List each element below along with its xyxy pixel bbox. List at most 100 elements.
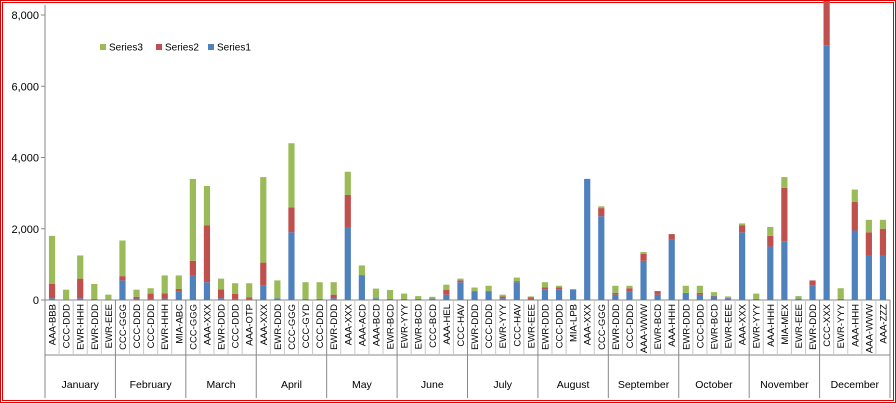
bar-series2: [879, 228, 887, 256]
bar-series3: [274, 280, 281, 299]
bar-series3: [541, 282, 549, 288]
x-tick-label: CCC-XXX: [822, 303, 833, 346]
bar-series1: [63, 299, 70, 300]
bar-series1: [626, 291, 633, 300]
bar-series2: [781, 187, 788, 242]
bar-series3: [330, 282, 337, 295]
x-tick-label: EWR-BCD: [653, 304, 664, 350]
x-tick-label: AAA-HHH: [766, 304, 777, 347]
x-tick-label: AAA-XXX: [583, 303, 594, 345]
bar-series1: [598, 216, 605, 300]
month-label: November: [760, 379, 809, 391]
bar-series3: [48, 235, 56, 284]
bar-series1: [865, 255, 872, 300]
bar-series1: [401, 298, 408, 300]
x-tick-label: MIA-MEX: [780, 303, 791, 344]
legend: Series3 Series2 Series1: [100, 43, 251, 54]
x-tick-label: EWR-YYY: [400, 303, 411, 348]
bar-series2: [499, 296, 506, 299]
bar-series2: [626, 288, 633, 292]
bar-series3: [513, 277, 520, 282]
x-tick-label: AAA-BBB: [48, 304, 59, 345]
x-tick-label: EWR-DDD: [329, 304, 340, 350]
bar-series1: [260, 285, 267, 300]
x-tick-label: EWR-EEE: [794, 304, 805, 348]
bar-series3: [217, 278, 225, 290]
bar-series3: [724, 296, 732, 298]
x-tick-label: AAA-ACD: [357, 304, 368, 346]
bar-series1: [77, 298, 84, 300]
bar-series3: [232, 283, 239, 294]
x-tick-label: CCC-GGG: [188, 304, 199, 350]
bar-series1: [288, 232, 295, 300]
x-tick-label: EWR-EEE: [104, 304, 115, 348]
bar-series3: [485, 285, 492, 292]
x-tick-label: MIA-ABC: [174, 304, 185, 344]
bar-series3: [795, 296, 802, 299]
x-tick-label: EWR-BCD: [414, 304, 425, 350]
bar-series2: [851, 202, 858, 231]
x-tick-label: EWR-DDD: [611, 304, 622, 350]
bar-series3: [175, 275, 182, 289]
bar-series3: [443, 284, 450, 291]
x-tick-label: AAA-OTP: [245, 304, 256, 346]
bar-series1: [217, 298, 225, 300]
bar-series2: [260, 262, 267, 286]
x-tick-label: EWR-YYY: [498, 303, 509, 348]
x-tick-label: CCC-DDD: [231, 304, 242, 348]
bar-series3: [429, 296, 436, 299]
bar-series2: [288, 207, 295, 233]
y-tick-label: 2,000: [11, 224, 39, 236]
x-tick-label: AAA-XXX: [738, 303, 749, 345]
bar-series3: [415, 296, 422, 299]
bar-series3: [386, 290, 394, 299]
bar-series3: [288, 143, 295, 208]
x-tick-label: EWR-DDD: [217, 304, 228, 350]
x-tick-label: CCC-DDD: [132, 304, 143, 348]
bar-series1: [302, 298, 309, 300]
bar-series3: [246, 283, 253, 298]
bar-series3: [203, 186, 211, 226]
x-tick-label: CCC-GGG: [597, 304, 608, 350]
bar-series1: [795, 298, 802, 300]
legend-label-series2: Series2: [165, 43, 199, 54]
month-label: December: [831, 379, 880, 391]
y-tick-label: 6,000: [11, 81, 39, 93]
bar-series2: [612, 292, 619, 295]
legend-label-series3: Series3: [109, 43, 143, 54]
month-label: September: [618, 379, 670, 391]
bar-series1: [753, 298, 760, 300]
bar-series1: [541, 289, 549, 300]
bar-series2: [344, 194, 351, 227]
bar-series3: [682, 285, 689, 293]
x-tick-label: EWR-HHH: [160, 304, 171, 350]
bar-series3: [612, 285, 619, 293]
bar-series3: [358, 265, 365, 276]
x-tick-label: AAA-HHH: [850, 304, 861, 347]
bar-series1: [330, 298, 337, 300]
bar-series2: [527, 297, 534, 299]
x-tick-label: CCC-DDD: [62, 304, 73, 348]
bar-series1: [119, 280, 126, 300]
bar-series3: [865, 219, 872, 233]
bar-series1: [724, 298, 732, 300]
bar-series2: [541, 287, 549, 290]
bar-series2: [513, 281, 520, 283]
bar-series1: [499, 298, 506, 300]
bar-series2: [119, 276, 126, 281]
bar-series1: [570, 289, 577, 300]
bar-series1: [471, 291, 478, 300]
bar-series1: [654, 294, 661, 300]
bar-series2: [175, 288, 182, 292]
bar-series1: [513, 282, 520, 300]
bar-series1: [246, 298, 253, 300]
month-label: April: [281, 379, 302, 391]
bar-series3: [767, 226, 774, 236]
bar-series2: [865, 232, 872, 256]
x-tick-label: EWR-BCD: [709, 304, 720, 350]
bar-series2: [443, 290, 450, 295]
bar-series3: [696, 285, 703, 293]
bar-series1: [457, 282, 464, 300]
x-tick-label: AAA-XXX: [202, 303, 213, 345]
